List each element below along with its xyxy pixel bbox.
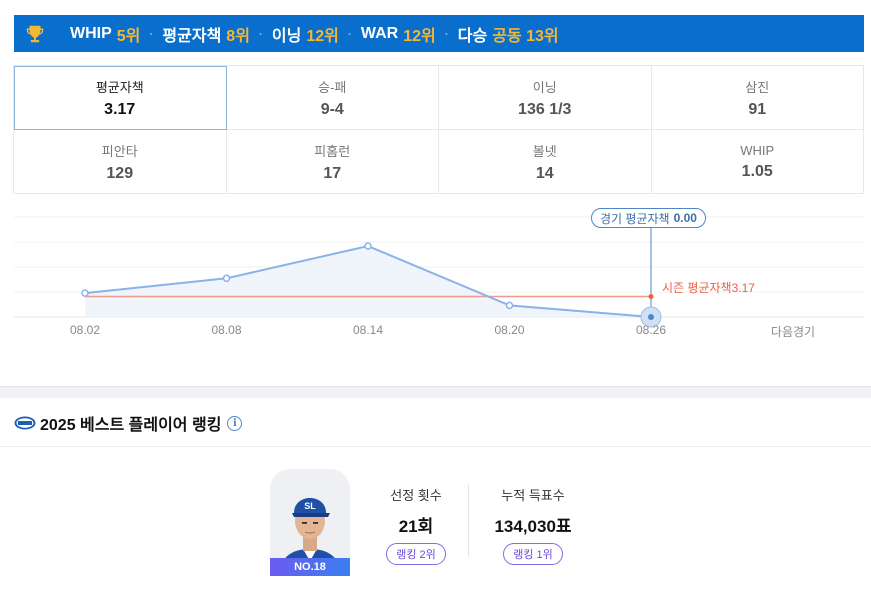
era-line-chart: 경기 평균자책 0.00 시즌 평균자책3.17 08.02 08.08 08.14…	[0, 200, 871, 350]
rank-separator: ·	[258, 26, 263, 41]
rank-separator: ·	[347, 26, 352, 41]
data-point	[81, 289, 89, 297]
next-game-label: 다음경기	[770, 325, 816, 339]
chart-canvas	[14, 216, 864, 328]
rank-item-whip: WHIP 5위	[70, 24, 141, 45]
data-point	[364, 242, 372, 250]
section-divider	[0, 386, 871, 398]
lions-logo-icon	[14, 416, 36, 430]
stat-tab-hits-allowed[interactable]: 피안타 129	[14, 130, 227, 194]
stat-tab-strikeouts[interactable]: 삼진 91	[651, 66, 864, 130]
stat-value: 9-4	[320, 100, 344, 118]
player-number-badge: NO.18	[270, 558, 350, 576]
stat-label: 피안타	[101, 143, 138, 159]
header-divider	[0, 446, 871, 447]
total-votes-metric: 누적 득표수 134,030표 랭킹 1위	[488, 485, 578, 565]
stat-value: 3.17	[104, 100, 136, 118]
rank-badge: 랭킹 2위	[386, 543, 446, 565]
stat-tab-whip[interactable]: WHIP 1.05	[651, 130, 864, 194]
data-point	[505, 301, 514, 310]
stat-label: WHIP	[740, 142, 775, 158]
x-tick-label: 08.14	[352, 323, 384, 337]
info-icon[interactable]: i	[227, 415, 243, 431]
x-tick-label: 08.02	[69, 323, 101, 337]
ranking-banner: WHIP 5위 · 평균자책 8위 · 이닝 12위 · WAR 12위 · 다승 공동 …	[14, 15, 864, 52]
stat-value: 14	[535, 164, 554, 182]
stat-label: 승-패	[318, 79, 347, 95]
metric-divider	[468, 485, 469, 557]
rank-item-war: WAR 12위	[360, 24, 436, 45]
stat-label: 피홈런	[314, 143, 351, 159]
stat-label: 이닝	[532, 79, 557, 95]
stat-tab-win-loss[interactable]: 승-패 9-4	[226, 66, 439, 130]
x-tick-label: 08.08	[211, 323, 242, 337]
svg-text:SL: SL	[304, 501, 316, 511]
best-player-title: 2025 베스트 플레이어 랭킹	[40, 417, 222, 434]
metric-value: 134,030표	[494, 517, 572, 536]
game-era-tooltip: 경기 평균자책 0.00	[591, 208, 706, 228]
rank-item-wins: 다승 공동 13위	[457, 27, 559, 45]
tooltip-label: 경기 평균자책	[600, 211, 670, 226]
data-point	[648, 314, 654, 320]
selection-count-metric: 선정 횟수 21회 랭킹 2위	[383, 485, 449, 565]
stat-value: 129	[106, 164, 134, 182]
stat-tab-walks[interactable]: 볼넷 14	[439, 130, 652, 194]
stat-label: 평균자책	[95, 79, 144, 95]
rank-separator: ·	[149, 26, 154, 41]
trophy-icon	[26, 25, 44, 42]
stat-label: 삼진	[745, 79, 770, 95]
series-area	[85, 246, 651, 317]
x-tick-label: 08.20	[494, 323, 525, 337]
stat-tab-home-runs-allowed[interactable]: 피홈런 17	[226, 130, 439, 194]
season-avg-label: 시즌 평균자책3.17	[662, 281, 755, 295]
stat-tab-innings[interactable]: 이닝 136 1/3	[439, 66, 652, 130]
x-tick-label: 08.26	[635, 323, 667, 337]
data-point	[222, 274, 231, 283]
rank-badge: 랭킹 1위	[503, 543, 563, 565]
metric-label: 선정 횟수	[390, 488, 442, 503]
tooltip-value: 0.00	[673, 211, 697, 225]
stat-value: 91	[748, 100, 767, 118]
rank-item-innings: 이닝 12위	[271, 27, 339, 45]
best-player-header: 2025 베스트 플레이어 랭킹 i	[14, 411, 243, 435]
player-card[interactable]: SL NO.18	[270, 469, 350, 576]
stat-tab-era[interactable]: 평균자책 3.17	[14, 66, 227, 130]
stat-value: 1.05	[741, 162, 773, 180]
season-average-point	[648, 294, 654, 300]
rank-separator: ·	[444, 26, 449, 41]
stat-value: 17	[323, 164, 342, 182]
rank-item-era: 평균자책 8위	[162, 27, 250, 45]
metric-value: 21회	[398, 517, 434, 536]
stat-value: 136 1/3	[518, 100, 572, 118]
metric-label: 누적 득표수	[501, 488, 565, 503]
stat-label: 볼넷	[532, 143, 557, 159]
stats-grid: 평균자책 3.17 승-패 9-4 이닝 136 1/3 삼진 91 피안타 1…	[13, 65, 864, 194]
